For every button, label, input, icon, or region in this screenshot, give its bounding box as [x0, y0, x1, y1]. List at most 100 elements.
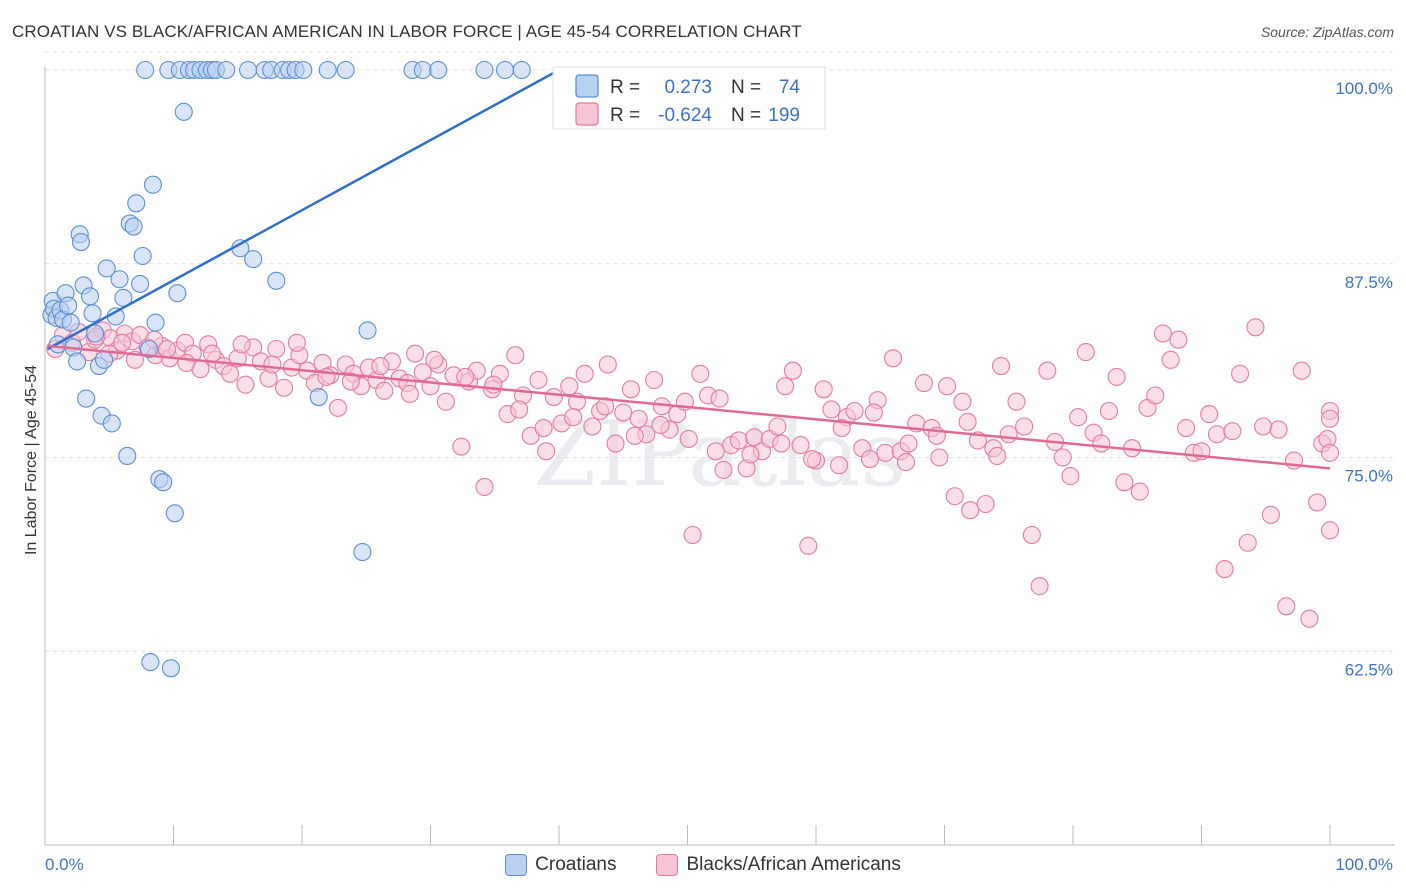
data-point — [146, 313, 165, 332]
data-point — [512, 60, 531, 80]
data-point — [896, 453, 916, 472]
data-point — [1223, 422, 1242, 441]
data-point — [133, 246, 152, 266]
data-point — [710, 389, 729, 408]
data-point — [1277, 597, 1296, 616]
source-label: Source: ZipAtlas.com — [1260, 24, 1394, 40]
data-point — [1246, 318, 1265, 337]
data-point — [400, 384, 419, 404]
data-point — [118, 446, 137, 466]
data-point — [287, 333, 306, 352]
legend-item-croatians[interactable]: Croatians — [505, 852, 616, 878]
data-point — [768, 417, 787, 436]
data-point — [961, 501, 980, 520]
data-point — [1320, 443, 1340, 462]
data-point — [1115, 473, 1134, 492]
data-point — [953, 392, 972, 411]
data-point — [1061, 467, 1080, 486]
data-point — [217, 60, 236, 80]
data-point — [97, 259, 116, 278]
data-point — [783, 361, 802, 380]
stats-r-label: R = — [610, 77, 640, 98]
stats-r-value: -0.624 — [658, 105, 712, 126]
data-point — [1200, 405, 1219, 424]
data-point — [1107, 367, 1126, 386]
data-point — [645, 370, 664, 390]
data-point — [1038, 361, 1057, 380]
legend-item-blacks[interactable]: Blacks/African Americans — [656, 852, 901, 878]
data-point — [606, 434, 625, 453]
y-tick-label: 100.0% — [1335, 79, 1393, 98]
data-point — [976, 494, 995, 514]
trend-lines — [46, 68, 1331, 470]
data-point — [1320, 521, 1340, 540]
data-point — [244, 250, 263, 269]
data-point — [945, 487, 964, 506]
data-point — [1300, 609, 1319, 628]
data-point — [124, 217, 143, 236]
data-point — [1269, 420, 1288, 439]
stats-n-label: N = — [731, 77, 761, 98]
data-point — [991, 356, 1011, 376]
data-point — [598, 355, 617, 374]
data-point — [560, 377, 579, 396]
data-point — [741, 445, 760, 464]
legend-swatch-blue — [505, 854, 528, 876]
data-point — [544, 387, 563, 407]
data-point — [845, 401, 864, 421]
data-point — [425, 350, 444, 369]
data-point — [86, 324, 105, 343]
data-point — [336, 60, 355, 80]
data-point — [203, 344, 222, 363]
data-point — [267, 271, 286, 290]
legend-label: Blacks/African Americans — [686, 854, 901, 875]
data-point — [83, 304, 102, 323]
legend-swatch-pink — [656, 854, 679, 876]
data-point — [864, 403, 883, 422]
data-point — [776, 377, 795, 396]
stats-r-label: R = — [610, 105, 640, 126]
data-point — [413, 60, 432, 80]
data-point — [714, 460, 733, 479]
data-point — [691, 364, 710, 383]
data-point — [475, 477, 494, 497]
data-point — [1308, 493, 1327, 512]
data-point — [1161, 350, 1180, 369]
data-point — [274, 378, 294, 397]
data-point — [1076, 343, 1095, 362]
data-point — [537, 442, 556, 461]
data-point — [814, 380, 833, 399]
data-point — [1007, 392, 1026, 411]
y-tick-label: 62.5% — [1345, 660, 1393, 679]
data-point — [930, 448, 949, 467]
bottom-legend: Croatians Blacks/African Americans — [0, 852, 1406, 878]
x-tick-label: 0.0% — [45, 855, 84, 874]
data-point — [177, 353, 196, 373]
data-point — [1320, 409, 1340, 428]
data-point — [358, 321, 377, 340]
x-tick-label: 100.0% — [1335, 855, 1393, 874]
data-point — [958, 412, 977, 431]
trend-line — [46, 68, 560, 351]
data-point — [1030, 577, 1049, 596]
data-point — [102, 414, 121, 433]
data-point — [1215, 560, 1234, 579]
data-point — [77, 389, 96, 408]
data-point — [625, 426, 644, 445]
data-point — [884, 349, 903, 368]
data-point — [506, 346, 525, 365]
stats-n-value: 74 — [779, 77, 801, 98]
data-point — [799, 536, 818, 555]
data-point — [510, 400, 529, 419]
data-points — [42, 60, 1340, 678]
data-point — [154, 473, 173, 492]
data-point — [899, 434, 918, 453]
stats-n-value: 199 — [768, 105, 800, 126]
trend-line — [47, 344, 1331, 470]
data-point — [1238, 533, 1257, 552]
data-point — [596, 397, 615, 416]
data-point — [294, 60, 313, 80]
data-point — [220, 364, 240, 383]
data-point — [1169, 330, 1188, 349]
